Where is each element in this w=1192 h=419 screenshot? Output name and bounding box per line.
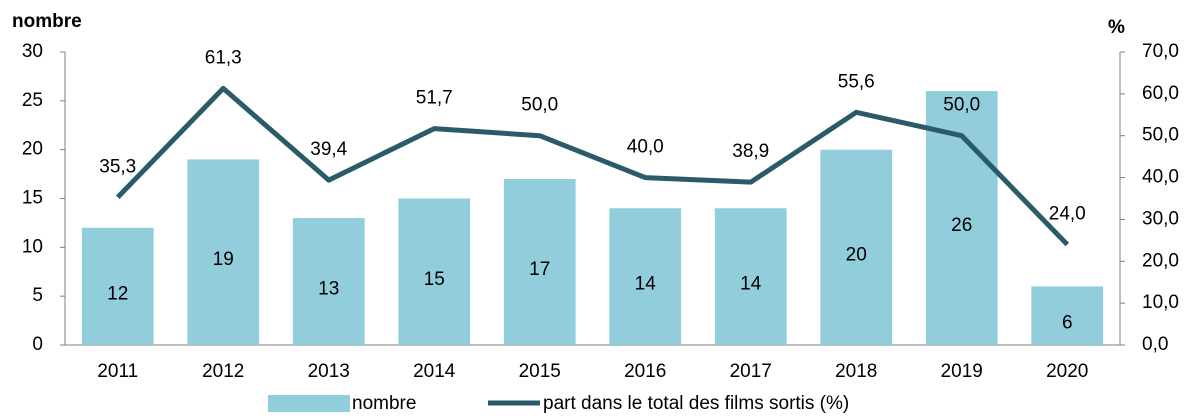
y-tick-label: 15 xyxy=(22,188,43,209)
bar xyxy=(820,149,893,345)
y2-tick-label: 10,0 xyxy=(1142,292,1179,313)
bar-value-label: 14 xyxy=(635,274,657,295)
y-tick-label: 10 xyxy=(22,236,43,257)
y-tick-label: 25 xyxy=(22,90,43,111)
x-tick-label: 2020 xyxy=(1046,361,1088,382)
bar-value-label: 26 xyxy=(951,215,972,236)
line-value-label: 50,0 xyxy=(521,95,558,116)
bar xyxy=(292,218,365,345)
bar-value-label: 13 xyxy=(318,279,339,300)
bar-value-label: 20 xyxy=(846,244,867,265)
x-tick-label: 2011 xyxy=(97,361,138,382)
line-value-label: 51,7 xyxy=(416,88,453,109)
y-tick-label: 5 xyxy=(32,285,43,306)
x-tick-label: 2018 xyxy=(835,361,877,382)
bar-value-label: 14 xyxy=(740,274,762,295)
line-value-label: 39,4 xyxy=(310,139,347,160)
bar xyxy=(714,208,787,345)
y2-tick-label: 50,0 xyxy=(1142,125,1179,146)
y2-tick-label: 0,0 xyxy=(1142,334,1168,355)
bar xyxy=(503,178,576,345)
y2-tick-label: 60,0 xyxy=(1142,83,1179,104)
y-tick-label: 30 xyxy=(22,41,43,62)
x-tick-label: 2013 xyxy=(308,361,350,382)
line-value-label: 35,3 xyxy=(99,156,136,177)
x-tick-label: 2019 xyxy=(941,361,983,382)
y2-tick-label: 30,0 xyxy=(1142,208,1179,229)
x-tick-label: 2016 xyxy=(624,361,666,382)
bar-value-label: 12 xyxy=(107,283,128,304)
bar-value-label: 19 xyxy=(213,249,234,270)
y2-tick-label: 40,0 xyxy=(1142,167,1179,188)
y2-axis-title: % xyxy=(1108,17,1125,38)
bar xyxy=(187,159,260,345)
y-axis-title: nombre xyxy=(12,11,82,32)
y2-tick-label: 20,0 xyxy=(1142,250,1179,271)
x-tick-label: 2012 xyxy=(202,361,244,382)
legend-swatch xyxy=(268,395,350,412)
x-tick-label: 2014 xyxy=(413,361,456,382)
line-value-label: 50,0 xyxy=(943,95,980,116)
bar xyxy=(398,198,471,345)
legend-label: nombre xyxy=(352,393,416,414)
y2-tick-label: 70,0 xyxy=(1142,41,1179,62)
bar-value-label: 6 xyxy=(1062,313,1073,334)
line xyxy=(115,85,1070,247)
bar xyxy=(1031,286,1104,345)
line-value-label: 40,0 xyxy=(627,137,664,158)
line-value-label: 61,3 xyxy=(205,47,242,68)
line-value-label: 24,0 xyxy=(1049,204,1086,225)
legend-label: part dans le total des films sortis (%) xyxy=(543,393,849,414)
line-value-label: 55,6 xyxy=(838,71,875,92)
bar xyxy=(81,227,154,345)
bar-value-label: 17 xyxy=(529,259,550,280)
x-tick-label: 2017 xyxy=(730,361,772,382)
x-tick-label: 2015 xyxy=(519,361,561,382)
line-value-label: 38,9 xyxy=(732,141,769,162)
y-tick-label: 0 xyxy=(32,334,43,355)
bar-value-label: 15 xyxy=(424,269,445,290)
y-tick-label: 20 xyxy=(22,139,43,160)
bar xyxy=(609,208,682,345)
